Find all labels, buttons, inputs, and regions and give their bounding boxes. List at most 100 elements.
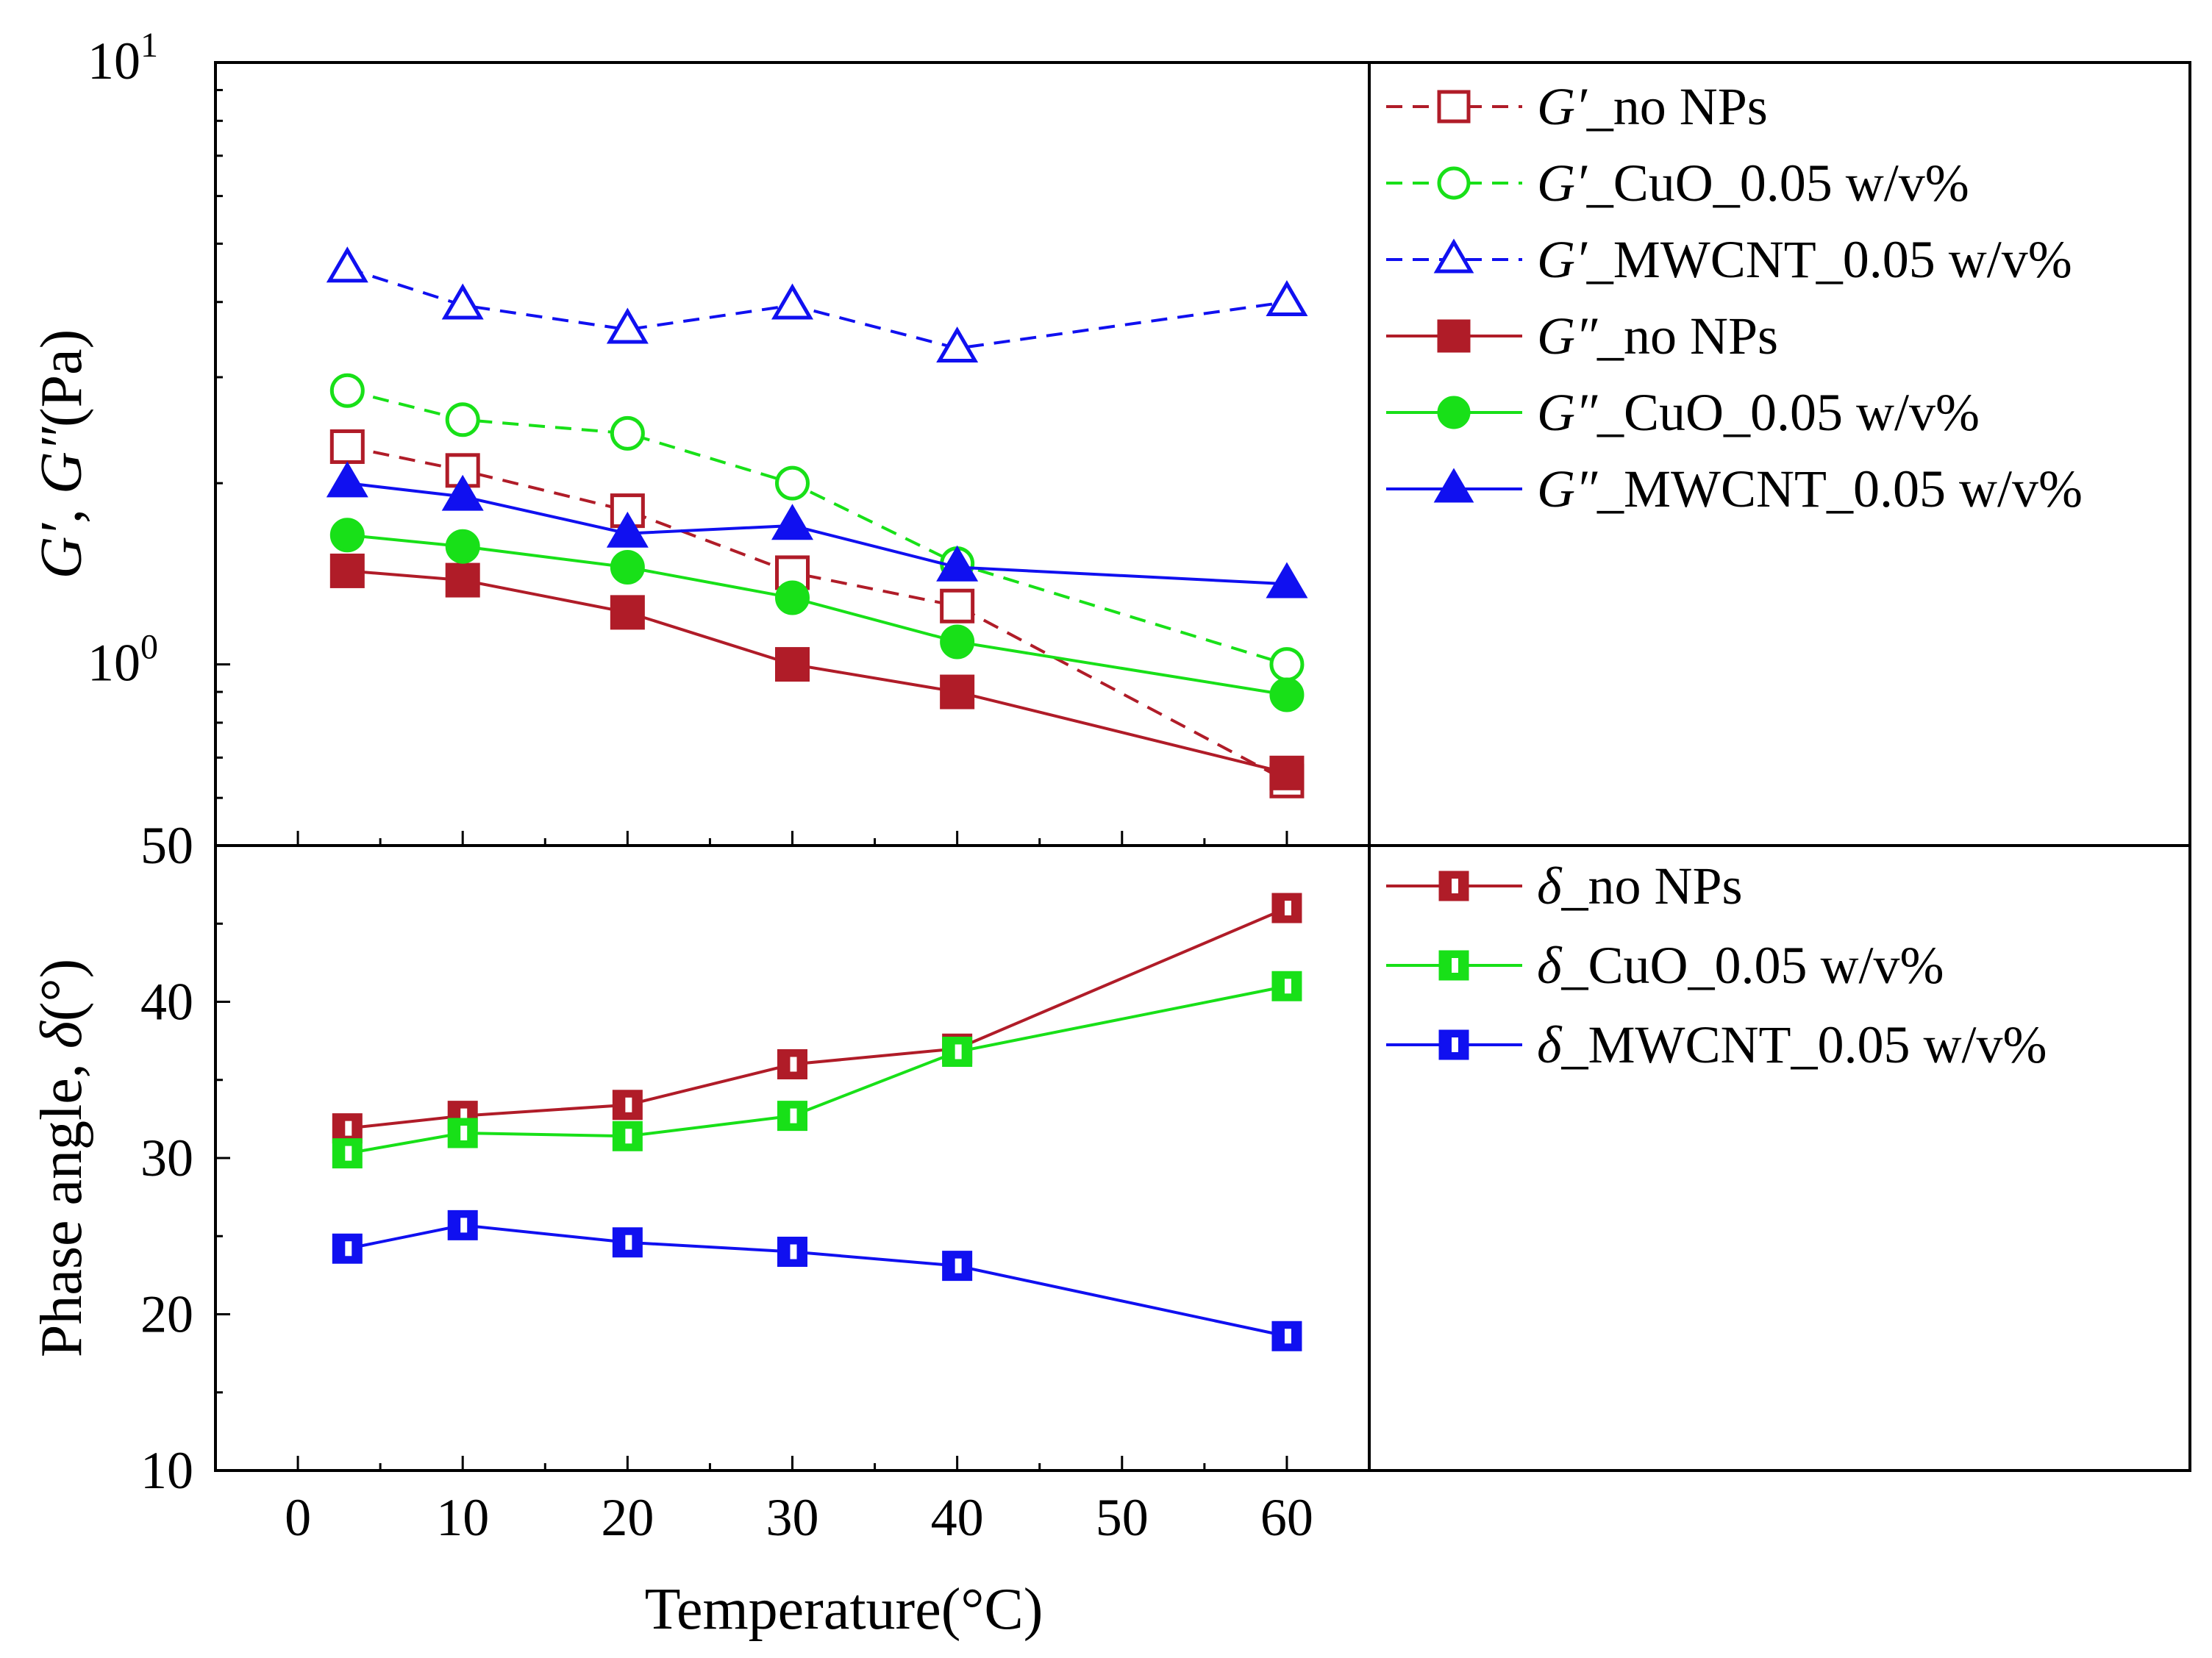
data-point — [326, 246, 368, 283]
series-line — [347, 482, 1288, 586]
top-panel: 101 100 G′, G″(Pa) — [29, 26, 1308, 846]
data-point — [1266, 280, 1308, 317]
legend-entry: δ_no NPs — [1386, 857, 1743, 915]
y-tick-label-bottom: 50 — [140, 816, 193, 875]
data-point — [332, 1113, 363, 1144]
legend-entry: G′_CuO_0.05 w/v% — [1386, 154, 1969, 212]
data-point — [610, 415, 645, 451]
data-point — [777, 1237, 807, 1267]
legend-marker — [1433, 238, 1474, 274]
series-G″_CuO_0.05 w/v% — [329, 518, 1305, 712]
legend-label: δ_no NPs — [1537, 857, 1743, 915]
y-tick-label-bottom: 40 — [140, 973, 193, 1032]
data-point — [441, 283, 484, 320]
data-point — [942, 1251, 973, 1282]
legend-marker — [1433, 468, 1474, 503]
y-tick-label-top: 101 — [88, 26, 158, 90]
series-line — [346, 1223, 1288, 1338]
data-point — [940, 674, 975, 710]
x-tick-label: 60 — [1260, 1488, 1313, 1547]
legend-marker — [1438, 871, 1469, 901]
series-line — [347, 533, 1288, 696]
data-point — [775, 647, 810, 682]
y-tick-label-bottom: 10 — [140, 1441, 193, 1500]
data-point — [940, 624, 975, 660]
x-tick-label: 30 — [766, 1488, 819, 1547]
data-point — [775, 580, 810, 615]
legend-label: δ_CuO_0.05 w/v% — [1537, 936, 1944, 995]
series-line — [346, 985, 1288, 1155]
data-point — [610, 549, 645, 585]
data-point — [1269, 677, 1305, 712]
series-δ_CuO_0.05 w/v% — [332, 971, 1302, 1169]
y-axis-label-top: G′, G″(Pa) — [29, 329, 94, 579]
legend-label: G″_CuO_0.05 w/v% — [1537, 383, 1980, 442]
x-tick-label: 0 — [285, 1488, 311, 1547]
series-line — [346, 389, 1288, 666]
data-point — [775, 465, 810, 501]
data-point — [332, 1233, 363, 1264]
data-point — [1269, 647, 1305, 682]
series-G″_no NPs — [329, 553, 1305, 790]
legend-marker — [1437, 319, 1471, 353]
data-point — [777, 1049, 807, 1079]
data-point — [447, 1118, 478, 1148]
series-G′_MWCNT_0.05 w/v% — [326, 246, 1308, 363]
series-line — [347, 907, 1288, 1130]
data-point — [771, 283, 813, 320]
legend-label: δ_MWCNT_0.05 w/v% — [1537, 1015, 2047, 1074]
legend-entry: G″_no NPs — [1386, 307, 1778, 365]
data-point — [606, 511, 649, 548]
data-point — [445, 402, 480, 437]
x-tick-label: 40 — [931, 1488, 984, 1547]
data-point — [445, 529, 480, 564]
legend-label: G″_no NPs — [1537, 307, 1778, 365]
data-point — [606, 307, 649, 344]
legend-entry: G″_MWCNT_0.05 w/v% — [1386, 460, 2083, 518]
data-point — [1271, 893, 1302, 923]
series-δ_no NPs — [332, 893, 1302, 1144]
data-point — [1269, 755, 1305, 790]
data-point — [332, 1138, 363, 1169]
data-point — [612, 1121, 643, 1151]
data-point — [777, 1101, 807, 1132]
series-δ_MWCNT_0.05 w/v% — [332, 1209, 1302, 1351]
data-point — [612, 1090, 643, 1121]
x-tick-label: 10 — [436, 1488, 489, 1547]
data-point — [942, 1037, 973, 1067]
data-point — [771, 504, 813, 540]
legend-entry: δ_MWCNT_0.05 w/v% — [1386, 1015, 2047, 1074]
legend-marker — [1437, 396, 1471, 429]
legend-label: G′_no NPs — [1537, 77, 1768, 136]
legend-label: G′_CuO_0.05 w/v% — [1537, 154, 1969, 212]
data-point — [940, 588, 975, 623]
series-G″_MWCNT_0.05 w/v% — [326, 461, 1308, 598]
legend-entry: G′_no NPs — [1386, 77, 1768, 136]
legend-top: G′_no NPs G′_CuO_0.05 w/v% G′_MWCNT_0.05 w… — [1386, 77, 2083, 518]
y-tick-label-bottom: 30 — [140, 1129, 193, 1187]
legend-entry: δ_CuO_0.05 w/v% — [1386, 936, 1944, 995]
legend-label: G″_MWCNT_0.05 w/v% — [1537, 460, 2083, 518]
legend-marker — [1438, 950, 1469, 981]
data-point — [610, 595, 645, 630]
legend-marker — [1438, 1029, 1469, 1060]
data-point — [326, 461, 368, 498]
legend-bottom: δ_no NPs δ_CuO_0.05 w/v% δ_MWCNT_0.05 w/v% — [1386, 857, 2047, 1074]
data-point — [329, 518, 365, 553]
data-point — [1266, 562, 1308, 598]
legend-label: G′_MWCNT_0.05 w/v% — [1537, 230, 2072, 289]
data-point — [447, 1209, 478, 1240]
x-tick-label: 50 — [1096, 1488, 1149, 1547]
x-tick-label: 20 — [601, 1488, 654, 1547]
data-point — [329, 553, 365, 588]
legend-entry: G″_CuO_0.05 w/v% — [1386, 383, 1980, 442]
series-line — [346, 267, 1288, 350]
data-point — [1271, 971, 1302, 1001]
legend-marker — [1437, 166, 1471, 200]
data-point — [329, 429, 365, 464]
bottom-panel: 10 20 30 40 50 0 10 20 30 40 50 60 Phase angle, δ(°)… — [29, 816, 1313, 1642]
data-point — [1271, 1321, 1302, 1351]
series-line — [347, 569, 1288, 775]
data-point — [441, 474, 484, 511]
